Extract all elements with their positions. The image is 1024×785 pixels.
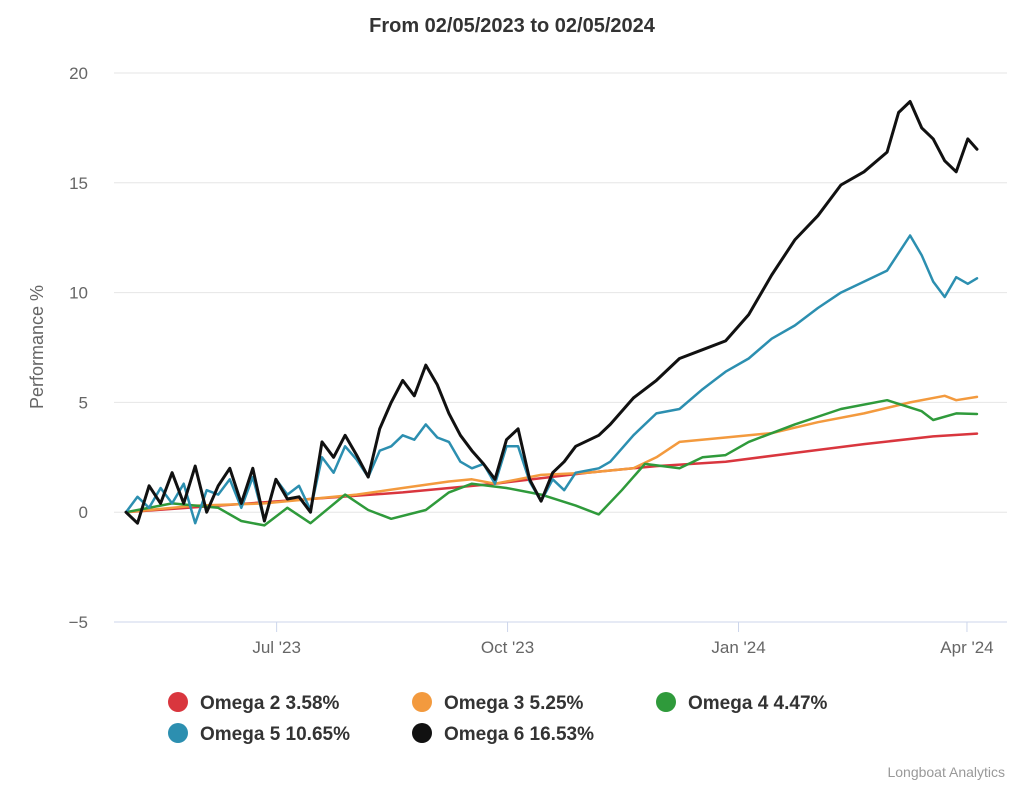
- gridlines: [114, 72, 1007, 513]
- legend-marker: [656, 692, 676, 712]
- chart-title: From 02/05/2023 to 02/05/2024: [369, 15, 656, 37]
- x-tick-label: Jul '23: [252, 638, 301, 657]
- legend: Omega 2 3.58% Omega 3 5.25% Omega 4 4.47% O…: [168, 692, 828, 745]
- legend-label: Omega 5 10.65%: [200, 724, 350, 745]
- y-tick-label: 5: [79, 393, 88, 412]
- legend-marker: [168, 692, 188, 712]
- x-tick-label: Oct '23: [481, 638, 534, 657]
- legend-label: Omega 2 3.58%: [200, 693, 340, 714]
- series-line-omega-6[interactable]: [124, 100, 979, 525]
- series-line-omega-5[interactable]: [124, 234, 979, 525]
- legend-item-omega-3[interactable]: Omega 3 5.25%: [412, 692, 584, 714]
- legend-label: Omega 6 16.53%: [444, 724, 594, 745]
- y-tick-label: 0: [79, 503, 88, 522]
- legend-item-omega-2[interactable]: Omega 2 3.58%: [168, 692, 340, 714]
- y-tick-label: 15: [69, 174, 88, 193]
- y-tick-label: 10: [69, 284, 88, 303]
- credits-link[interactable]: Longboat Analytics: [887, 764, 1005, 780]
- series-line-omega-4[interactable]: [124, 398, 979, 527]
- y-axis-title: Performance %: [27, 285, 47, 409]
- series-line-omega-3[interactable]: [124, 394, 979, 514]
- legend-marker: [168, 723, 188, 743]
- legend-item-omega-5[interactable]: Omega 5 10.65%: [168, 723, 350, 745]
- x-axis-ticks: Jul '23 Oct '23 Jan '24 Apr '24: [252, 622, 994, 657]
- series-lines: [124, 100, 979, 527]
- legend-item-omega-6[interactable]: Omega 6 16.53%: [412, 723, 594, 745]
- y-tick-label: −5: [69, 613, 88, 632]
- legend-item-omega-4[interactable]: Omega 4 4.47%: [656, 692, 828, 714]
- y-axis-ticks: −5 0 5 10 15 20: [69, 64, 88, 632]
- legend-label: Omega 4 4.47%: [688, 693, 828, 714]
- legend-marker: [412, 692, 432, 712]
- legend-label: Omega 3 5.25%: [444, 693, 584, 714]
- y-tick-label: 20: [69, 64, 88, 83]
- x-tick-label: Apr '24: [940, 638, 993, 657]
- x-tick-label: Jan '24: [711, 638, 765, 657]
- legend-marker: [412, 723, 432, 743]
